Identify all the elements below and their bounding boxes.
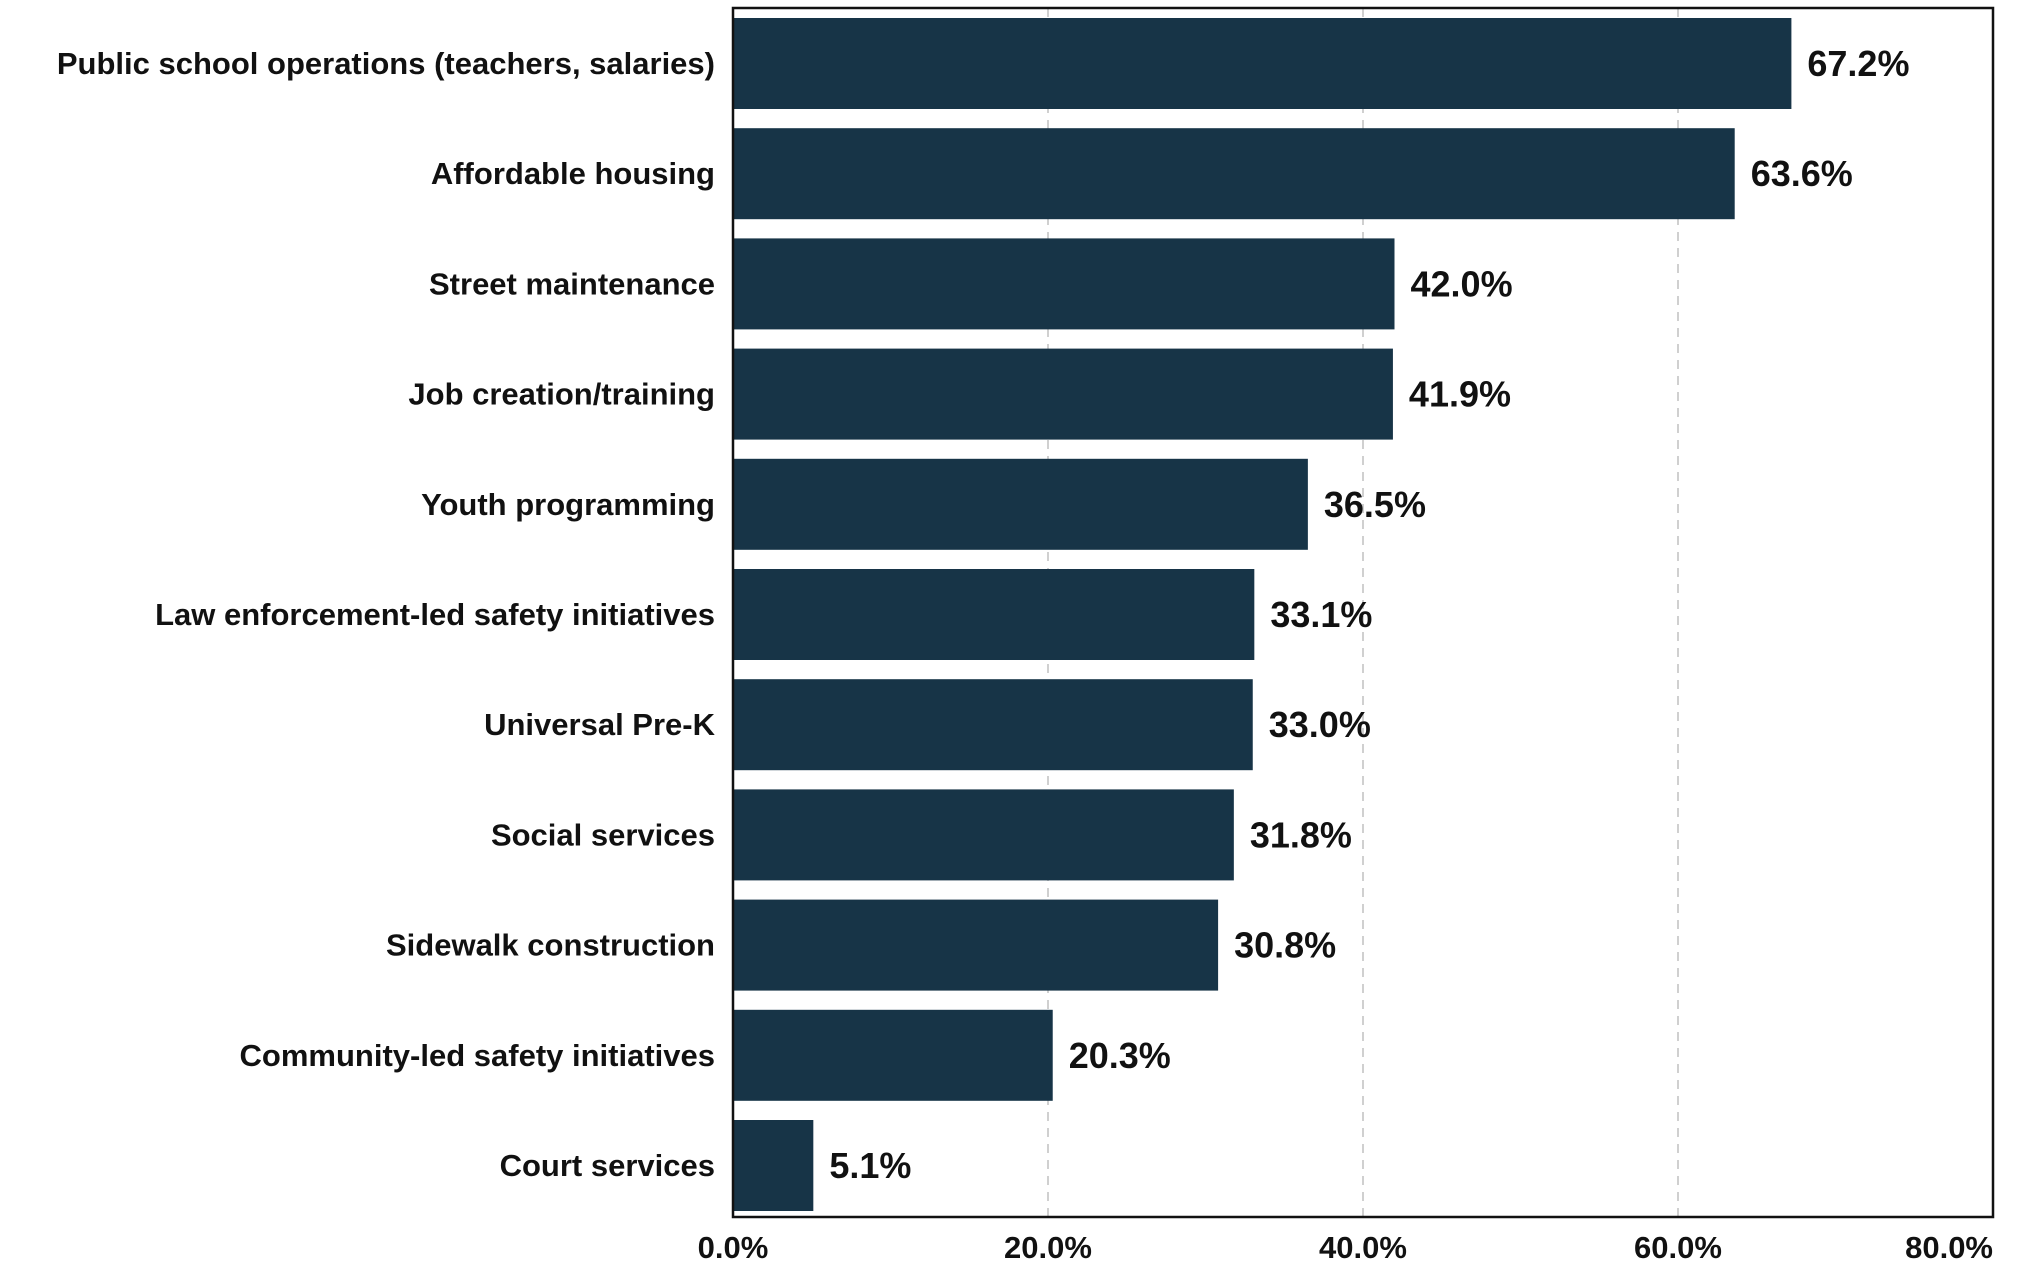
bar [733,569,1255,660]
category-label: Universal Pre-K [484,707,715,742]
category-label: Street maintenance [429,266,715,301]
x-tick-label: 60.0% [1634,1230,1722,1265]
category-label: Social services [491,817,715,852]
category-labels: Public school operations (teachers, sala… [57,46,716,1183]
data-label: 20.3% [1069,1035,1171,1076]
value-labels: 67.2% 63.6% 42.0% 41.9% 36.5% 33.1% 33.0% 31.8%… [829,43,1909,1186]
category-label: Public school operations (teachers, sala… [57,46,715,81]
data-label: 5.1% [829,1145,911,1186]
category-label: Youth programming [421,487,715,522]
category-label: Job creation/training [408,377,715,412]
data-label: 42.0% [1411,263,1513,304]
bars [733,18,1792,1211]
category-label: Sidewalk construction [386,928,715,963]
bar [733,18,1792,109]
data-label: 63.6% [1751,153,1853,194]
bar [733,1009,1053,1101]
x-tick-label: 0.0% [698,1230,769,1265]
data-label: 41.9% [1409,374,1511,415]
plot-frame [731,6,1995,1219]
data-label: 36.5% [1324,484,1426,525]
category-label: Court services [500,1148,715,1183]
category-label: Community-led safety initiatives [240,1038,715,1073]
bar [733,238,1395,330]
data-label: 33.1% [1270,594,1372,635]
data-label: 67.2% [1807,43,1909,84]
bar [733,679,1253,771]
bar [733,128,1735,220]
x-tick-label: 40.0% [1319,1230,1407,1265]
bar [733,458,1308,550]
bar [733,348,1393,440]
category-label: Law enforcement-led safety initiatives [155,597,715,632]
data-label: 30.8% [1234,925,1336,966]
x-tick-label: 80.0% [1905,1230,1993,1265]
category-label: Affordable housing [431,156,715,191]
bar [733,1120,814,1211]
x-tick-label: 20.0% [1004,1230,1092,1265]
x-axis-tick-labels: 0.0% 20.0% 40.0% 60.0% 80.0% [698,1230,1993,1265]
data-label: 31.8% [1250,814,1352,855]
bar [733,899,1219,991]
data-label: 33.0% [1269,704,1371,745]
bar [733,789,1234,881]
